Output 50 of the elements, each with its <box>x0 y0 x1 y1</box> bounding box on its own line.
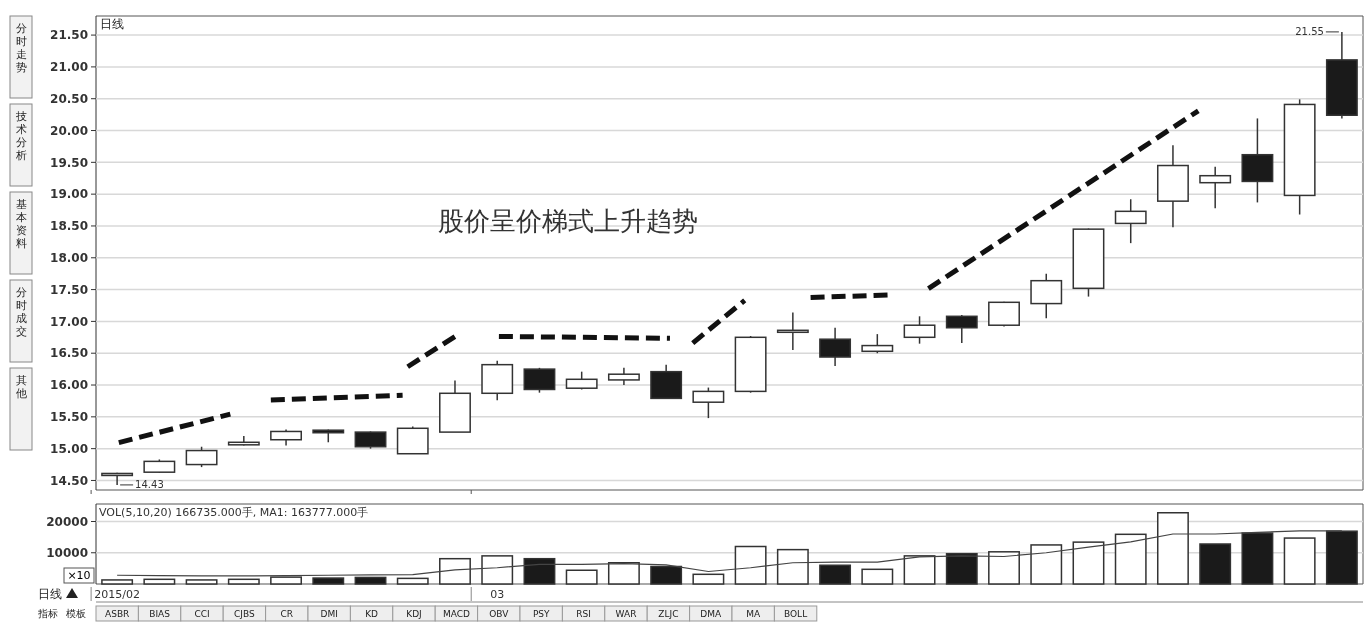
text: 日线 <box>38 587 62 601</box>
y-tick-label: 21.00 <box>50 60 88 75</box>
text: OBV <box>489 609 510 619</box>
text: DMI <box>320 609 338 619</box>
y-tick-label: 20.50 <box>50 91 88 106</box>
text: KDJ <box>406 609 422 619</box>
text: KD <box>365 609 379 619</box>
annotation: 21.55 <box>1295 26 1324 38</box>
text: CJBS <box>234 609 256 619</box>
annotation: 股价呈价梯式上升趋势 <box>438 207 698 236</box>
annotation: VOL(5,10,20) 166735.000手, MA1: 163777.000手 <box>99 506 369 519</box>
text: WAR <box>615 609 637 619</box>
text: 基本资料 <box>15 198 27 250</box>
text: RSI <box>576 609 591 619</box>
y-tick-label: 18.50 <box>50 219 88 234</box>
text: PSY <box>532 609 551 619</box>
text: DMA <box>700 609 723 619</box>
y-tick-label: 21.50 <box>50 28 88 43</box>
x-tick-label: 2015/02 <box>94 588 140 601</box>
y-tick-label: 19.00 <box>50 187 88 202</box>
annotation: 14.43 <box>135 479 164 491</box>
y-tick-label: 20.00 <box>50 123 88 138</box>
text: CCI <box>194 609 210 619</box>
text: CR <box>280 609 294 619</box>
y-tick-label: 15.50 <box>50 410 88 425</box>
y-tick-label: 16.50 <box>50 346 88 361</box>
y-tick-label: 17.50 <box>50 282 88 297</box>
text: BIAS <box>149 609 171 619</box>
text: 分时成交 <box>15 286 27 338</box>
chart-title: 日线 <box>100 17 124 31</box>
text: MACD <box>442 609 470 619</box>
text: ZLJC <box>658 609 679 619</box>
y-tick-label: 10000 <box>46 545 88 560</box>
x-tick-label: 03 <box>490 588 505 601</box>
text: 分时走势 <box>15 22 27 74</box>
y-tick-label: 19.50 <box>50 155 88 170</box>
text: BOLL <box>784 609 808 619</box>
y-tick-label: 15.00 <box>50 441 88 456</box>
text: ×10 <box>67 569 91 582</box>
y-tick-label: 18.00 <box>50 250 88 265</box>
y-tick-label: 20000 <box>46 514 88 529</box>
text: 指标 <box>37 608 58 619</box>
y-tick-label: 16.00 <box>50 378 88 393</box>
text: 技术分析 <box>14 110 27 162</box>
y-tick-label: 17.00 <box>50 314 88 329</box>
text: MA <box>746 609 761 619</box>
y-tick-label: 14.50 <box>50 473 88 488</box>
text: 其他 <box>15 374 27 400</box>
text: ASBR <box>105 609 130 619</box>
text: 模板 <box>66 608 86 619</box>
